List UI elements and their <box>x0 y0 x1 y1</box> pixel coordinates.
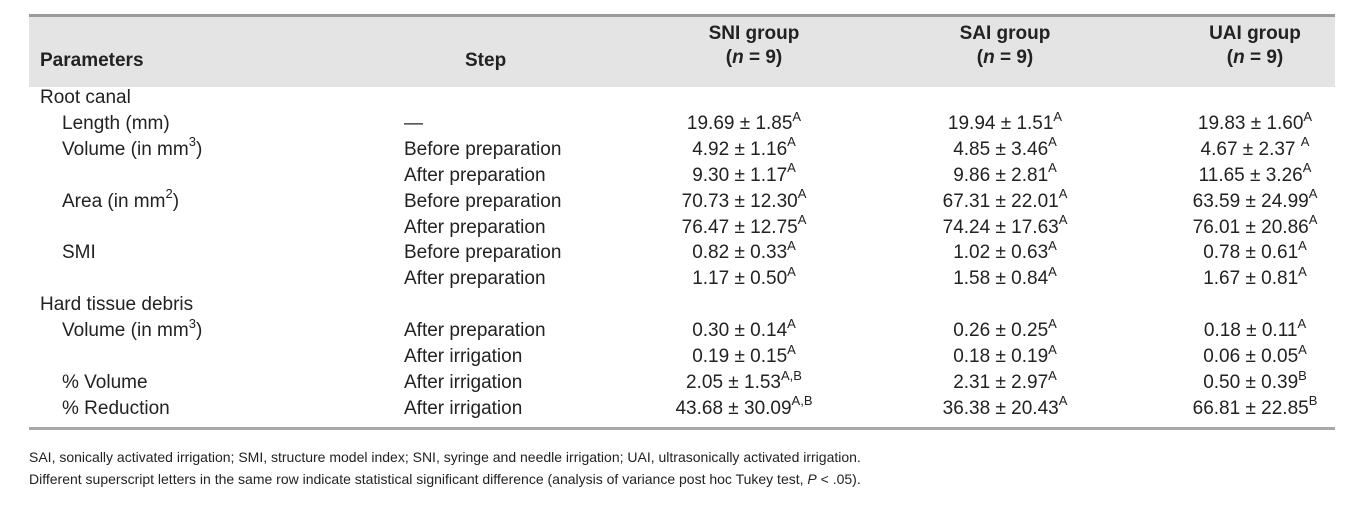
footnote-significance: Different superscript letters in the sam… <box>29 471 861 487</box>
header-group-sni: SNI group (n = 9) <box>654 22 854 70</box>
cell-value: 63.59 ± 24.99A <box>1192 186 1318 212</box>
cell-value: 0.82 ± 0.33A <box>692 238 796 264</box>
cell-step: Before preparation <box>404 242 562 264</box>
cell-step: After irrigation <box>404 346 523 367</box>
table-row: Area (in mm2) Before preparation 70.73 ± 1… <box>0 186 1366 215</box>
header-group-name: UAI group <box>1209 23 1301 44</box>
table-bottom-rule <box>29 427 1335 430</box>
table-row: Length (mm) — 19.69 ± 1.85A 19.94 ± 1.51A 19… <box>0 108 1366 137</box>
table-row: Root canal <box>0 85 1366 111</box>
cell-value: 0.50 ± 0.39B <box>1203 367 1307 393</box>
cell-value: 1.58 ± 0.84A <box>953 263 1057 290</box>
cell-value: 76.47 ± 12.75A <box>681 212 807 238</box>
cell-step: — <box>404 112 423 134</box>
cell-value: 11.65 ± 3.26A <box>1198 160 1312 186</box>
cell-step: After preparation <box>404 320 546 342</box>
header-group-n: (n = 9) <box>1226 47 1284 68</box>
header-parameters: Parameters <box>40 50 144 71</box>
table-row: After preparation 9.30 ± 1.17A 9.86 ± 2.81… <box>0 160 1366 189</box>
table-row: % Reduction After irrigation 43.68 ± 30.09… <box>0 393 1366 422</box>
cell-value: 74.24 ± 17.63A <box>942 212 1068 238</box>
cell-value: 67.31 ± 22.01A <box>942 186 1068 212</box>
cell-value: 0.18 ± 0.19A <box>953 341 1057 367</box>
cell-parameter: % Volume <box>62 371 148 393</box>
cell-step: Before preparation <box>404 190 562 212</box>
cell-value: 0.18 ± 0.11A <box>1203 315 1307 342</box>
cell-parameter: Length (mm) <box>62 112 170 134</box>
cell-value: 0.19 ± 0.15A <box>692 341 796 367</box>
header-group-uai: UAI group (n = 9) <box>1155 22 1355 70</box>
table-row: % Volume After irrigation 2.05 ± 1.53A,B 2.… <box>0 367 1366 396</box>
cell-parameter: Area (in mm2) <box>62 186 180 212</box>
cell-step: After preparation <box>404 164 546 186</box>
cell-value: 1.17 ± 0.50A <box>692 263 796 290</box>
cell-value: 36.38 ± 20.43A <box>942 393 1068 419</box>
cell-value: 0.78 ± 0.61A <box>1203 238 1307 264</box>
header-group-sai: SAI group (n = 9) <box>905 22 1105 70</box>
header-group-n: (n = 9) <box>725 47 783 68</box>
table-header <box>29 14 1335 87</box>
header-group-n: (n = 9) <box>976 47 1034 68</box>
cell-parameter: Volume (in mm3) <box>62 134 203 160</box>
cell-value: 2.05 ± 1.53A,B <box>686 367 802 393</box>
table-row: Volume (in mm3) Before preparation 4.92 ± … <box>0 134 1366 163</box>
cell-value: 0.06 ± 0.05A <box>1203 341 1307 367</box>
cell-value: 2.31 ± 2.97A <box>953 367 1057 393</box>
cell-value: 70.73 ± 12.30A <box>681 186 807 212</box>
cell-value: 43.68 ± 30.09A,B <box>675 393 813 419</box>
header-group-name: SAI group <box>959 23 1051 44</box>
cell-value: 0.26 ± 0.25A <box>953 315 1057 342</box>
cell-value: 19.94 ± 1.51A <box>947 108 1063 134</box>
cell-step: After preparation <box>404 216 546 238</box>
table-row: Volume (in mm3) After preparation 0.30 ± 0… <box>0 315 1366 344</box>
cell-value: 1.02 ± 0.63A <box>953 238 1057 264</box>
cell-parameter: Hard tissue debris <box>40 294 194 316</box>
cell-parameter: Root canal <box>40 87 131 108</box>
cell-value: 4.85 ± 3.46A <box>953 134 1057 160</box>
cell-step: After irrigation <box>404 371 523 393</box>
header-group-name: SNI group <box>708 23 800 44</box>
cell-step: After irrigation <box>404 397 523 419</box>
cell-value: 4.92 ± 1.16A <box>692 134 796 160</box>
table-row: SMI Before preparation 0.82 ± 0.33A 1.02 ± … <box>0 238 1366 266</box>
cell-value: 0.30 ± 0.14A <box>692 315 796 342</box>
table-row: After irrigation 0.19 ± 0.15A 0.18 ± 0.19A… <box>0 341 1366 370</box>
cell-value: 19.69 ± 1.85A <box>686 108 802 134</box>
cell-value: 9.86 ± 2.81A <box>953 160 1057 186</box>
cell-value: 4.67 ± 2.37 A <box>1200 134 1310 160</box>
table-row: Hard tissue debris <box>0 292 1366 318</box>
footnote-abbreviations: SAI, sonically activated irrigation; SMI… <box>29 449 861 465</box>
cell-value: 9.30 ± 1.17A <box>692 160 796 186</box>
cell-value: 19.83 ± 1.60A <box>1197 108 1313 134</box>
cell-value: 66.81 ± 22.85B <box>1192 393 1318 419</box>
cell-step: After preparation <box>404 268 546 290</box>
cell-parameter: % Reduction <box>62 397 170 419</box>
cell-value: 1.67 ± 0.81A <box>1203 263 1307 290</box>
table-row: After preparation 1.17 ± 0.50A 1.58 ± 0.84… <box>0 263 1366 292</box>
table-row: After preparation 76.47 ± 12.75A 74.24 ± 1… <box>0 212 1366 241</box>
cell-parameter: SMI <box>62 242 96 264</box>
header-step: Step <box>465 50 507 71</box>
cell-step: Before preparation <box>404 138 562 160</box>
cell-parameter: Volume (in mm3) <box>62 315 203 342</box>
cell-value: 76.01 ± 20.86A <box>1192 212 1318 238</box>
